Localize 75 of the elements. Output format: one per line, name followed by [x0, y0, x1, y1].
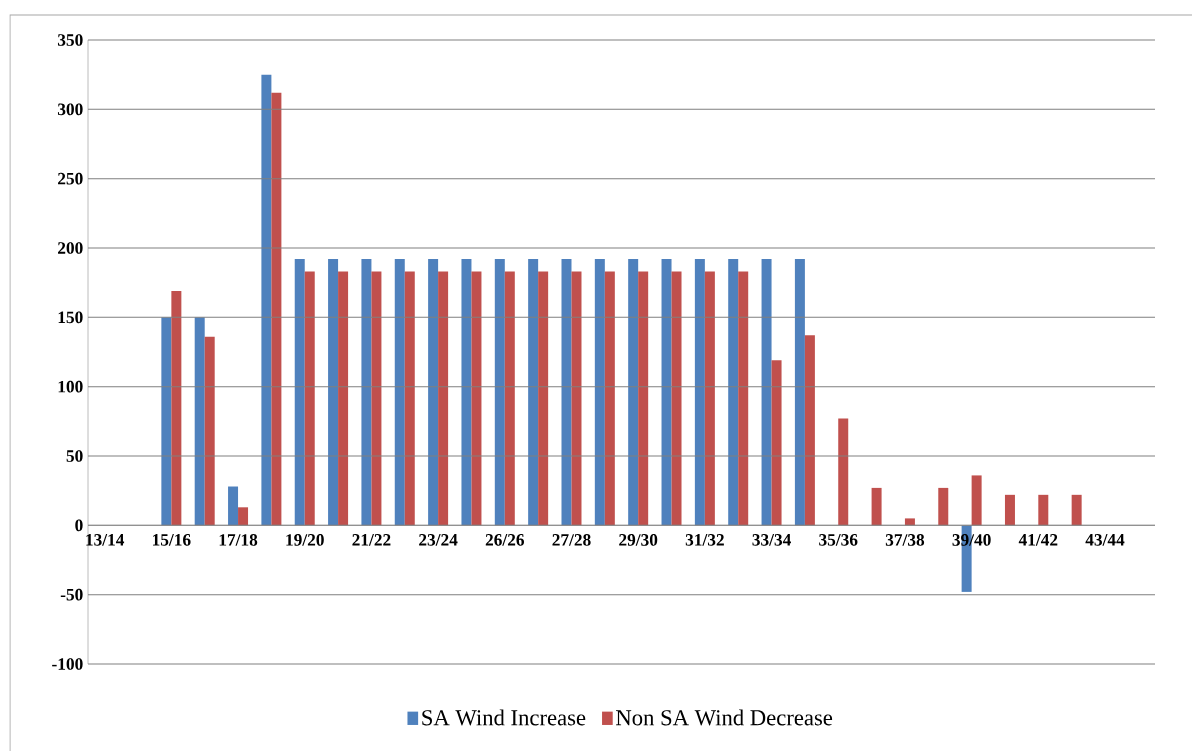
bar — [661, 259, 672, 526]
bar — [628, 259, 639, 526]
y-tick-label: 250 — [58, 172, 83, 185]
x-tick-label: 26/26 — [485, 534, 525, 546]
y-tick-label: 0 — [75, 519, 83, 532]
bar — [228, 486, 239, 526]
x-tick-label: 23/24 — [419, 534, 458, 546]
bar — [561, 259, 572, 526]
bar — [694, 259, 705, 526]
bar — [294, 259, 305, 526]
bar — [538, 271, 549, 526]
bar — [238, 507, 249, 526]
x-tick-label: 19/20 — [286, 534, 324, 546]
x-tick-label: 37/38 — [885, 534, 925, 546]
x-tick-label: 33/34 — [752, 534, 791, 546]
bar — [428, 259, 439, 526]
bar — [604, 271, 615, 526]
legend-label: Non SA Wind Decrease — [616, 709, 833, 726]
y-tick-label: 150 — [58, 311, 83, 324]
bar — [304, 271, 315, 526]
bar — [461, 259, 472, 526]
bar — [371, 271, 382, 526]
x-tick-label: 31/32 — [685, 534, 724, 546]
bar — [394, 259, 405, 526]
y-tick-label: 200 — [58, 242, 83, 254]
bar — [194, 317, 205, 526]
bar — [838, 418, 849, 526]
bar — [704, 271, 715, 526]
bar — [571, 271, 582, 526]
bar — [161, 317, 172, 526]
bar — [771, 360, 782, 526]
bar — [438, 271, 449, 526]
bar — [404, 271, 415, 526]
bar — [504, 271, 515, 526]
bar — [171, 290, 182, 526]
bar — [671, 271, 682, 526]
bar — [1038, 494, 1049, 526]
bar — [328, 259, 339, 526]
bar — [471, 271, 482, 526]
y-tick-label: 350 — [57, 34, 83, 46]
bar — [204, 336, 215, 526]
y-tick-label: -100 — [52, 658, 83, 670]
bar — [338, 271, 349, 526]
y-tick-label: 100 — [58, 380, 83, 393]
x-tick-label: 41/42 — [1018, 534, 1058, 546]
x-tick-label: 27/28 — [552, 534, 591, 546]
x-tick-label: 35/36 — [819, 534, 858, 546]
x-tick-label: 15/16 — [153, 534, 191, 546]
bar — [794, 259, 805, 526]
bar — [804, 335, 815, 526]
bar — [728, 259, 739, 526]
bar — [494, 259, 505, 526]
bar — [638, 271, 649, 526]
bar — [594, 259, 605, 526]
legend-label: SA Wind Increase — [422, 709, 586, 726]
bar — [528, 259, 539, 526]
y-tick-label: 50 — [66, 450, 83, 462]
x-tick-label: 21/22 — [352, 534, 391, 546]
bar — [738, 271, 749, 526]
bar — [871, 487, 882, 526]
bar — [904, 518, 915, 526]
bar — [938, 487, 949, 526]
bar — [1004, 494, 1015, 526]
x-tick-label: 17/18 — [219, 534, 258, 546]
bar — [761, 259, 772, 526]
y-tick-label: -50 — [60, 588, 83, 601]
x-tick-label: 43/44 — [1085, 534, 1125, 546]
bar — [361, 259, 372, 526]
bar — [271, 92, 282, 526]
y-tick-label: 300 — [57, 103, 83, 116]
bar — [261, 74, 272, 526]
x-tick-label: 13/14 — [86, 534, 125, 546]
bar — [1071, 494, 1082, 526]
x-tick-label: 29/30 — [619, 534, 658, 546]
bar — [971, 475, 982, 526]
